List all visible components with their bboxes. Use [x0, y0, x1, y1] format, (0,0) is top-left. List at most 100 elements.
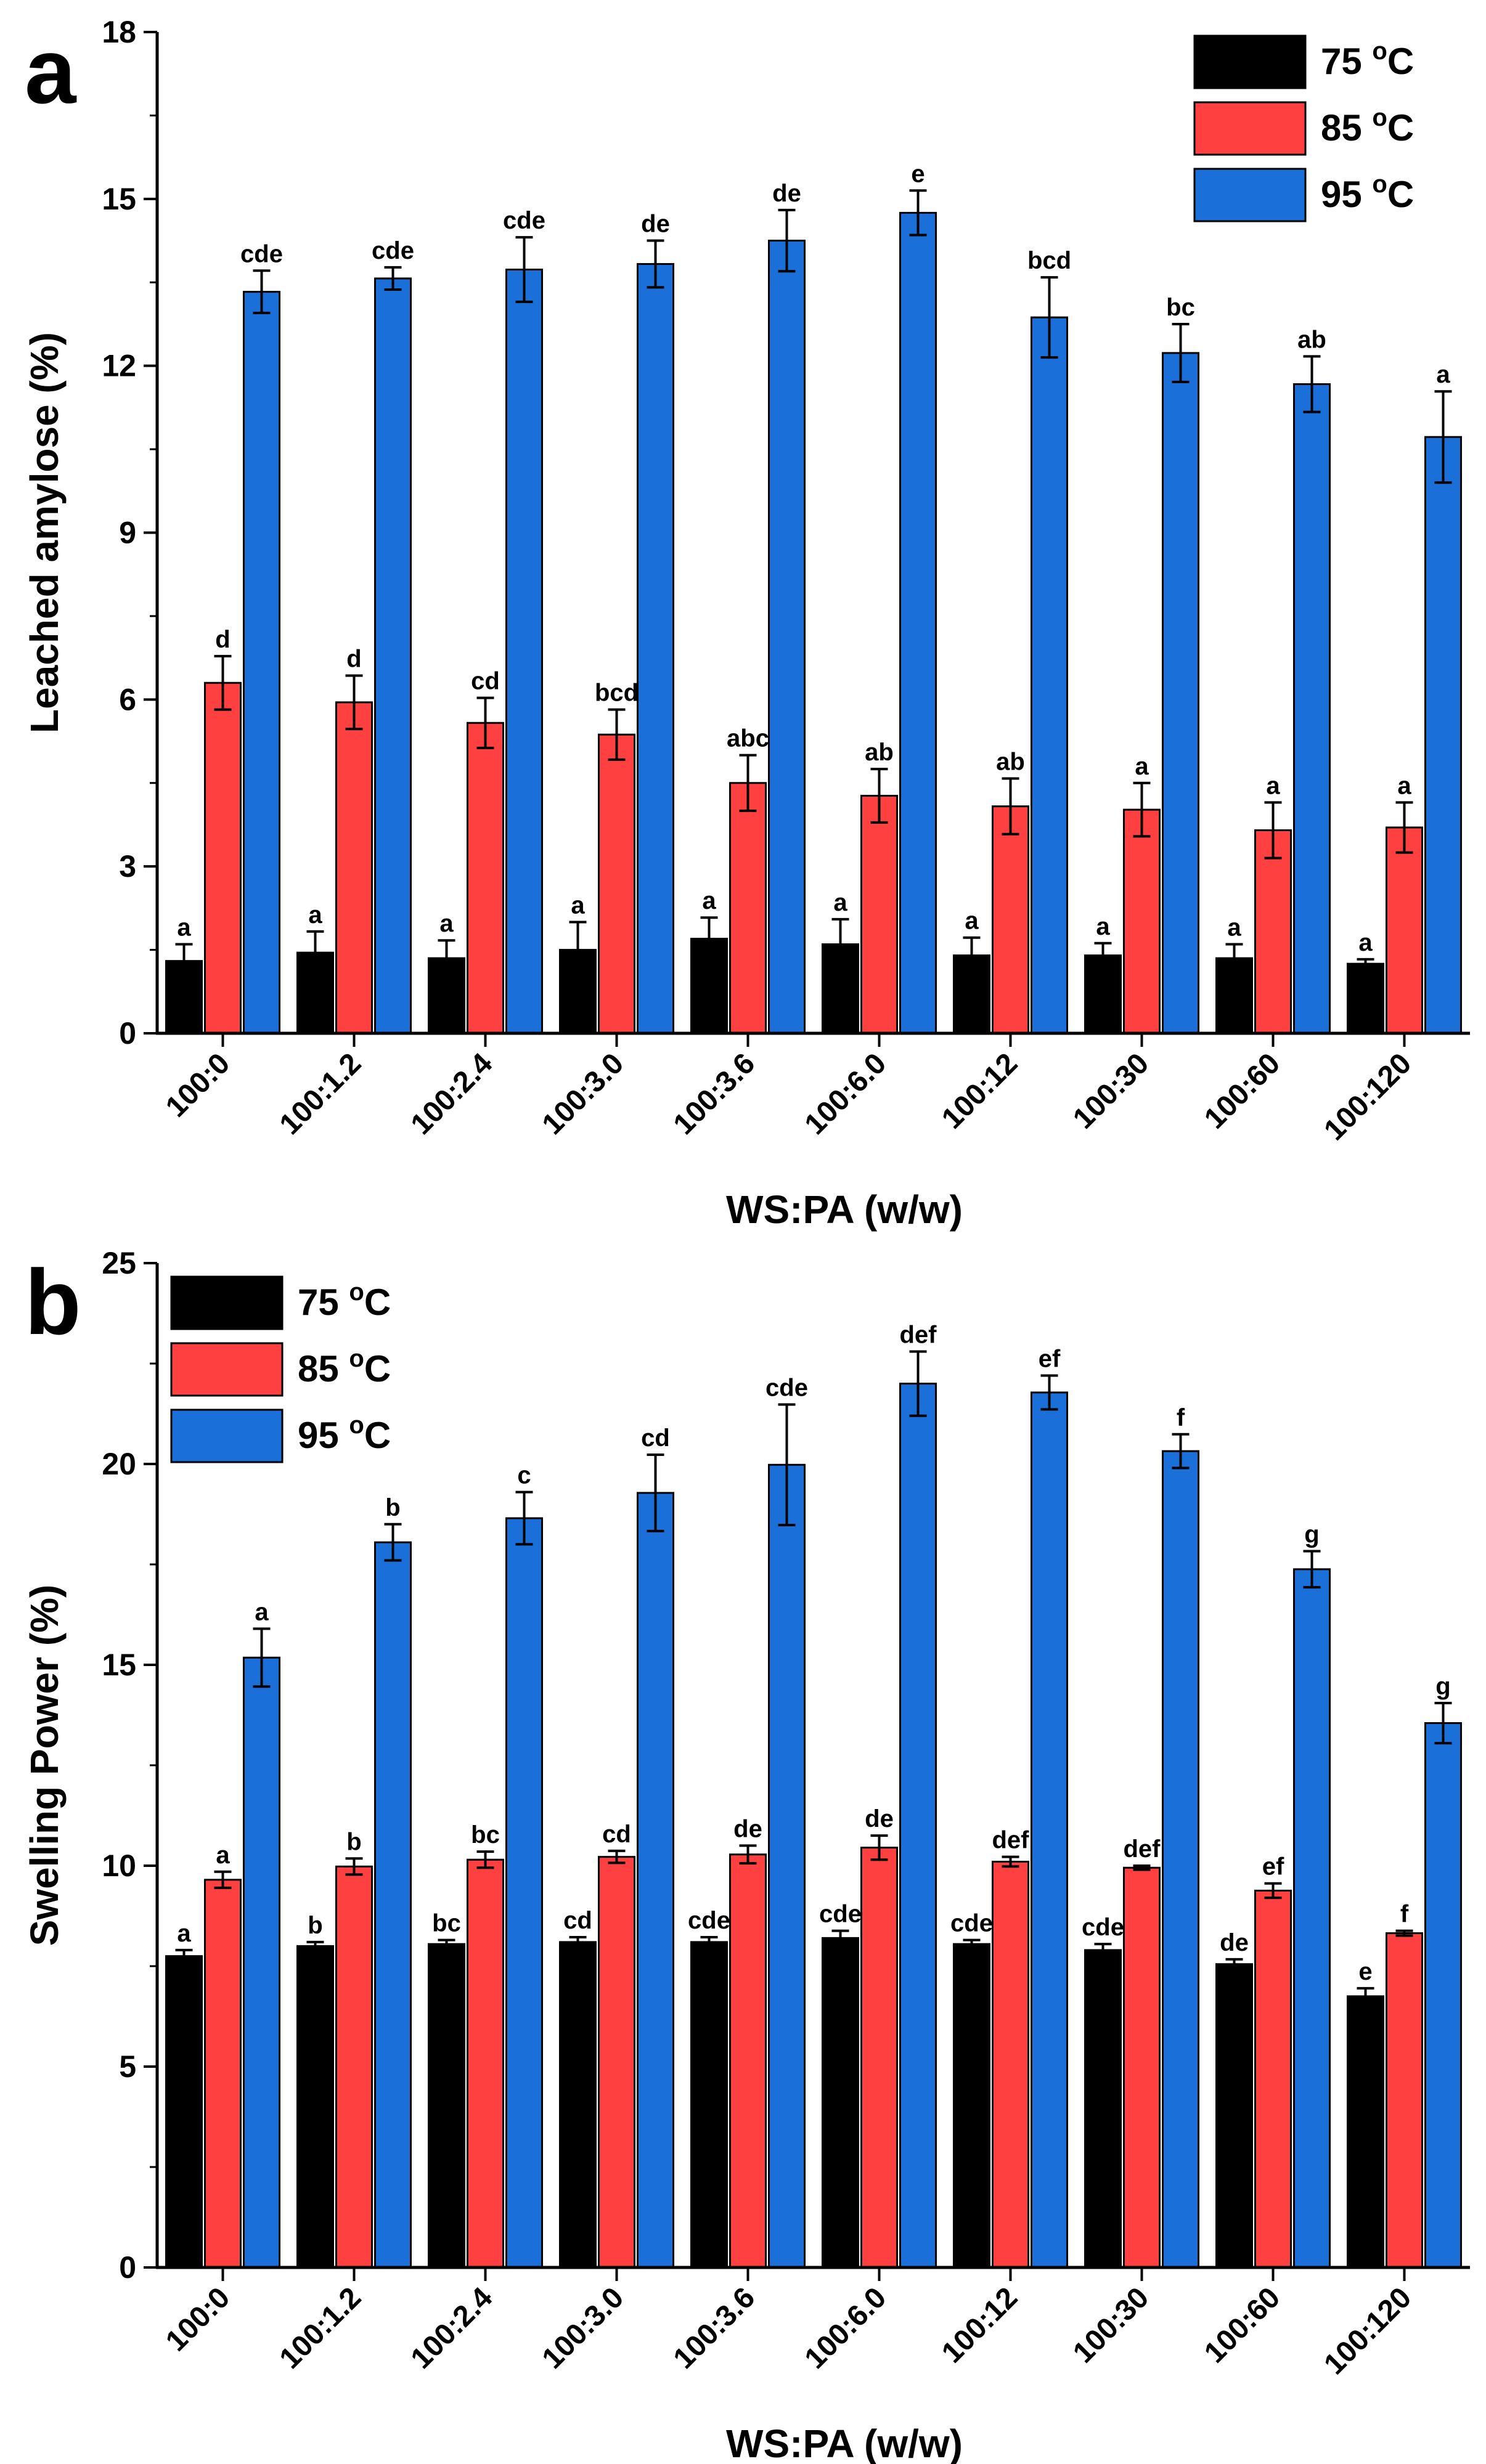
- bar: [637, 1492, 674, 2269]
- bar: [1293, 383, 1331, 1035]
- significance-label: d: [215, 626, 230, 653]
- panel-label: b: [25, 1250, 81, 1354]
- bar: [505, 268, 543, 1035]
- significance-label: a: [1096, 913, 1110, 940]
- bar: [374, 1541, 412, 2269]
- y-tick-label: 25: [102, 1246, 136, 1280]
- bar: [1254, 1889, 1292, 2269]
- legend: 75 oC 85 oC 95 oC: [1193, 35, 1414, 222]
- bar: [1347, 962, 1384, 1035]
- significance-label: cde: [765, 1375, 808, 1402]
- bar: [296, 1945, 334, 2269]
- bar: [165, 960, 203, 1035]
- bar: [335, 1865, 373, 2269]
- bar: [1424, 436, 1462, 1035]
- bar: [467, 722, 504, 1035]
- y-tick-label: 0: [119, 1016, 136, 1051]
- bar: [1162, 352, 1199, 1035]
- legend-swatch: [170, 1342, 284, 1397]
- significance-label: ef: [1262, 1853, 1284, 1881]
- bar: [729, 1853, 767, 2269]
- bar: [637, 262, 674, 1035]
- bar: [598, 1856, 635, 2269]
- bar: [822, 1937, 859, 2269]
- y-tick-label: 15: [102, 1648, 136, 1682]
- bar: [1031, 1391, 1068, 2269]
- bar: [1293, 1568, 1331, 2269]
- bar: [1347, 1995, 1384, 2269]
- significance-label: c: [517, 1462, 531, 1489]
- significance-label: abc: [727, 725, 769, 752]
- bar: [559, 1941, 597, 2269]
- bar: [467, 1858, 504, 2269]
- y-tick-label: 20: [102, 1447, 136, 1481]
- significance-label: de: [641, 211, 670, 238]
- significance-label: cd: [641, 1425, 670, 1452]
- significance-label: de: [1220, 1929, 1249, 1956]
- significance-label: a: [965, 908, 979, 935]
- bar: [729, 782, 767, 1035]
- significance-label: bc: [1166, 294, 1195, 321]
- legend-label: 75 oC: [1321, 38, 1414, 82]
- legend-swatch: [1193, 101, 1307, 156]
- significance-label: bcd: [1027, 247, 1071, 274]
- significance-label: a: [177, 914, 191, 941]
- legend-swatch: [1193, 168, 1307, 222]
- bar: [1424, 1722, 1462, 2269]
- significance-label: def: [900, 1321, 937, 1348]
- bar: [690, 1941, 728, 2269]
- significance-label: de: [733, 1815, 762, 1842]
- x-tick-label: 100:2.4: [405, 2281, 499, 2375]
- bar: [992, 1860, 1029, 2269]
- significance-label: e: [1358, 1958, 1372, 1985]
- significance-label: g: [1304, 1521, 1319, 1548]
- significance-label: bcd: [595, 680, 639, 707]
- significance-label: a: [702, 887, 716, 914]
- x-tick-label: 100:3.6: [667, 2281, 762, 2375]
- panel-label: a: [25, 19, 77, 123]
- significance-label: a: [1436, 361, 1450, 388]
- significance-label: bc: [432, 1910, 461, 1937]
- significance-label: b: [308, 1912, 322, 1939]
- bar: [165, 1955, 203, 2269]
- bar: [428, 1943, 465, 2269]
- bar: [374, 277, 412, 1035]
- legend-label: 85 oC: [1321, 104, 1414, 148]
- significance-label: a: [308, 901, 322, 929]
- legend-swatch: [170, 1275, 284, 1330]
- significance-label: cde: [372, 237, 414, 264]
- significance-label: a: [216, 1842, 230, 1869]
- significance-label: ef: [1039, 1346, 1061, 1373]
- significance-label: cde: [688, 1907, 730, 1934]
- significance-label: a: [177, 1920, 191, 1947]
- bar: [992, 805, 1029, 1035]
- significance-label: cde: [819, 1901, 862, 1928]
- significance-label: a: [1397, 772, 1411, 799]
- significance-label: de: [772, 180, 801, 207]
- y-tick-label: 0: [119, 2250, 136, 2285]
- significance-label: de: [865, 1805, 894, 1832]
- x-tick-label: 100:30: [1067, 1047, 1155, 1135]
- legend-label: 75 oC: [298, 1279, 391, 1323]
- x-tick-label: 100:60: [1198, 2281, 1286, 2369]
- bar: [204, 681, 242, 1035]
- bar: [860, 1847, 898, 2269]
- legend-label: 95 oC: [1321, 171, 1414, 215]
- x-tick-label: 100:120: [1318, 1047, 1418, 1147]
- significance-label: ab: [996, 749, 1025, 776]
- y-tick-label: 15: [102, 182, 136, 216]
- legend-swatch: [170, 1409, 284, 1463]
- x-tick-label: 100:1.2: [274, 2281, 368, 2375]
- bar: [1162, 1450, 1199, 2269]
- bar: [204, 1879, 242, 2269]
- y-tick-label: 3: [119, 849, 136, 884]
- significance-label: a: [1135, 753, 1149, 780]
- x-tick-label: 100:120: [1318, 2281, 1418, 2381]
- y-tick-label: 10: [102, 1848, 136, 1883]
- significance-label: b: [385, 1494, 400, 1521]
- x-tick-label: 100:3.0: [536, 1047, 631, 1141]
- bar: [899, 211, 937, 1035]
- significance-label: cde: [503, 207, 545, 234]
- legend-label: 95 oC: [298, 1412, 391, 1456]
